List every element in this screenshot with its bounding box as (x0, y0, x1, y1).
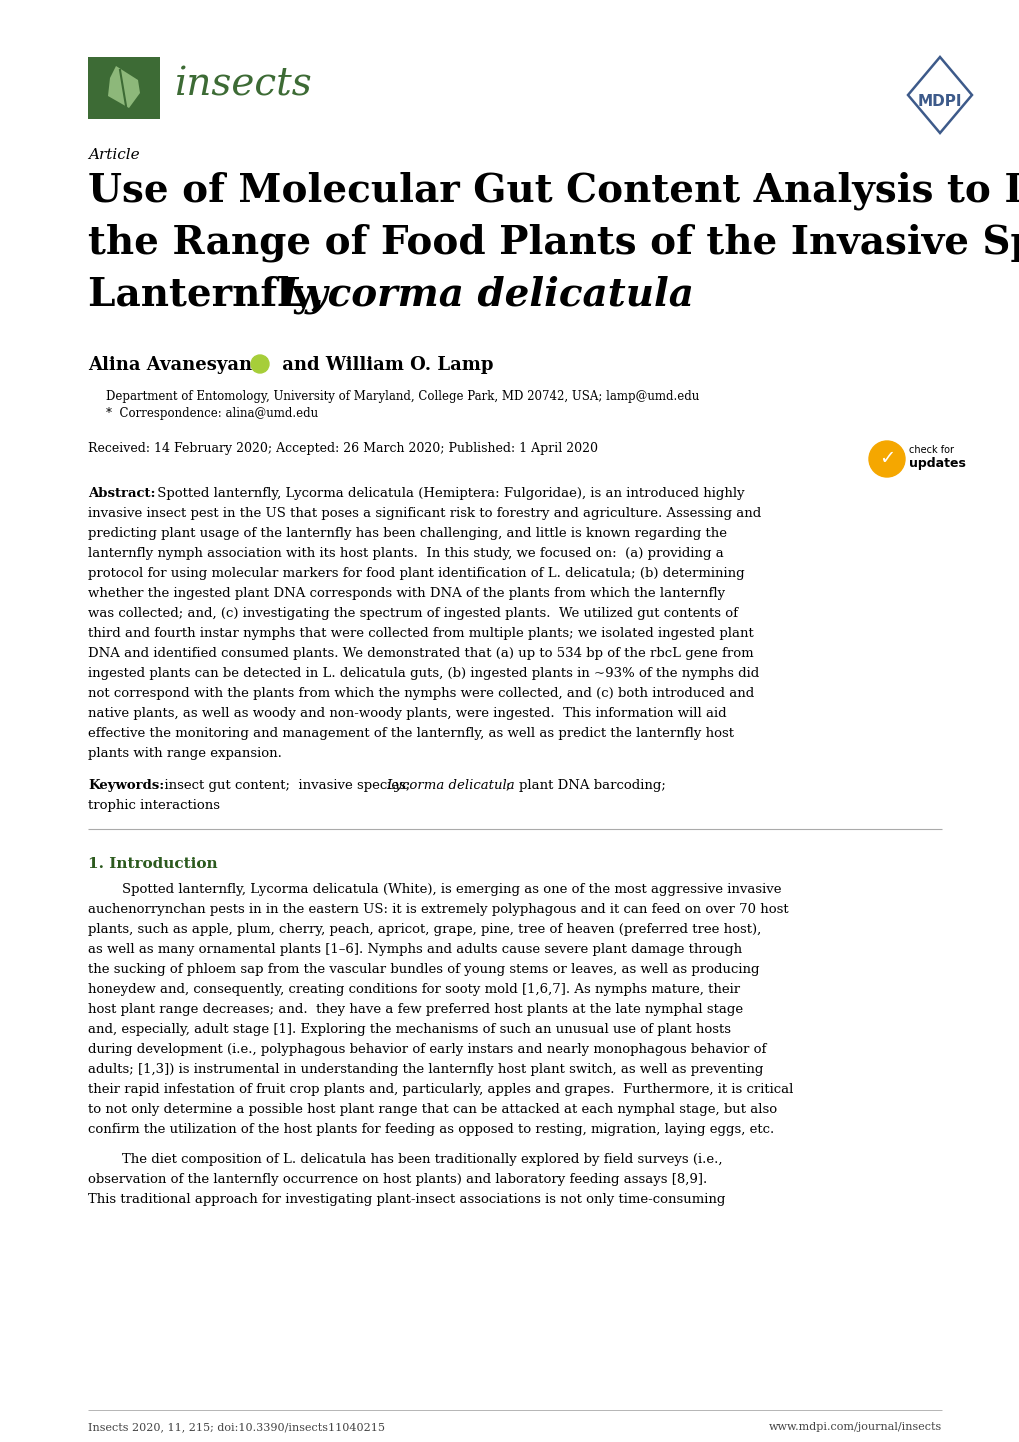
Text: the Range of Food Plants of the Invasive Spotted: the Range of Food Plants of the Invasive… (88, 224, 1019, 262)
Text: Use of Molecular Gut Content Analysis to Decipher: Use of Molecular Gut Content Analysis to… (88, 172, 1019, 211)
Text: the sucking of phloem sap from the vascular bundles of young stems or leaves, as: the sucking of phloem sap from the vascu… (88, 963, 759, 976)
Text: Department of Entomology, University of Maryland, College Park, MD 20742, USA; l: Department of Entomology, University of … (106, 389, 699, 402)
Text: honeydew and, consequently, creating conditions for sooty mold [1,6,7]. As nymph: honeydew and, consequently, creating con… (88, 983, 740, 996)
Text: and William O. Lamp: and William O. Lamp (276, 356, 493, 373)
Text: This traditional approach for investigating plant-insect associations is not onl: This traditional approach for investigat… (88, 1193, 725, 1206)
Text: ingested plants can be detected in L. delicatula guts, (b) ingested plants in ~9: ingested plants can be detected in L. de… (88, 668, 758, 681)
Circle shape (868, 441, 904, 477)
Text: updates: updates (908, 457, 965, 470)
Text: 1. Introduction: 1. Introduction (88, 857, 217, 871)
Text: effective the monitoring and management of the lanternfly, as well as predict th: effective the monitoring and management … (88, 727, 734, 740)
Text: MDPI: MDPI (917, 94, 961, 108)
Text: trophic interactions: trophic interactions (88, 799, 220, 812)
Text: as well as many ornamental plants [1–6]. Nymphs and adults cause severe plant da: as well as many ornamental plants [1–6].… (88, 943, 742, 956)
Text: protocol for using molecular markers for food plant identification of L. delicat: protocol for using molecular markers for… (88, 567, 744, 580)
Text: invasive insect pest in the US that poses a significant risk to forestry and agr: invasive insect pest in the US that pose… (88, 508, 760, 521)
Text: Abstract:: Abstract: (88, 487, 155, 500)
Text: iD: iD (255, 363, 265, 372)
Text: adults; [1,3]) is instrumental in understanding the lanternfly host plant switch: adults; [1,3]) is instrumental in unders… (88, 1063, 762, 1076)
Text: ✓: ✓ (878, 450, 895, 469)
Text: and, especially, adult stage [1]. Exploring the mechanisms of such an unusual us: and, especially, adult stage [1]. Explor… (88, 1022, 731, 1035)
Text: third and fourth instar nymphs that were collected from multiple plants; we isol: third and fourth instar nymphs that were… (88, 627, 753, 640)
Text: Spotted lanternfly, Lycorma delicatula (Hemiptera: Fulgoridae), is an introduced: Spotted lanternfly, Lycorma delicatula (… (153, 487, 744, 500)
Text: to not only determine a possible host plant range that can be attacked at each n: to not only determine a possible host pl… (88, 1103, 776, 1116)
Text: Alina Avanesyan *: Alina Avanesyan * (88, 356, 268, 373)
Text: auchenorrynchan pests in in the eastern US: it is extremely polyphagous and it c: auchenorrynchan pests in in the eastern … (88, 903, 788, 916)
Text: ;  plant DNA barcoding;: ; plant DNA barcoding; (505, 779, 665, 792)
Text: host plant range decreases; and.  they have a few preferred host plants at the l: host plant range decreases; and. they ha… (88, 1004, 743, 1017)
Text: plants with range expansion.: plants with range expansion. (88, 747, 281, 760)
Text: Spotted lanternfly, Lycorma delicatula (White), is emerging as one of the most a: Spotted lanternfly, Lycorma delicatula (… (88, 883, 781, 895)
Text: Lycorma delicatula: Lycorma delicatula (280, 275, 694, 314)
Text: *  Correspondence: alina@umd.edu: * Correspondence: alina@umd.edu (106, 407, 318, 420)
Text: insect gut content;  invasive species;: insect gut content; invasive species; (156, 779, 419, 792)
Text: whether the ingested plant DNA corresponds with DNA of the plants from which the: whether the ingested plant DNA correspon… (88, 587, 725, 600)
Text: insects: insects (174, 66, 312, 104)
Text: confirm the utilization of the host plants for feeding as opposed to resting, mi: confirm the utilization of the host plan… (88, 1123, 773, 1136)
Text: their rapid infestation of fruit crop plants and, particularly, apples and grape: their rapid infestation of fruit crop pl… (88, 1083, 793, 1096)
Text: Lanternfly,: Lanternfly, (88, 275, 337, 314)
Text: www.mdpi.com/journal/insects: www.mdpi.com/journal/insects (768, 1422, 942, 1432)
Text: was collected; and, (c) investigating the spectrum of ingested plants.  We utili: was collected; and, (c) investigating th… (88, 607, 738, 620)
Text: Lycorma delicatula: Lycorma delicatula (385, 779, 515, 792)
Text: Article: Article (88, 149, 140, 162)
Text: Received: 14 February 2020; Accepted: 26 March 2020; Published: 1 April 2020: Received: 14 February 2020; Accepted: 26… (88, 443, 597, 456)
Text: check for: check for (908, 446, 953, 456)
Text: not correspond with the plants from which the nymphs were collected, and (c) bot: not correspond with the plants from whic… (88, 686, 753, 699)
Polygon shape (108, 66, 140, 108)
Text: DNA and identified consumed plants. We demonstrated that (a) up to 534 bp of the: DNA and identified consumed plants. We d… (88, 647, 753, 660)
Text: Insects 2020, 11, 215; doi:10.3390/insects11040215: Insects 2020, 11, 215; doi:10.3390/insec… (88, 1422, 384, 1432)
Text: during development (i.e., polyphagous behavior of early instars and nearly monop: during development (i.e., polyphagous be… (88, 1043, 765, 1056)
Text: plants, such as apple, plum, cherry, peach, apricot, grape, pine, tree of heaven: plants, such as apple, plum, cherry, pea… (88, 923, 760, 936)
Text: native plants, as well as woody and non-woody plants, were ingested.  This infor: native plants, as well as woody and non-… (88, 707, 726, 720)
Bar (88, 58, 160, 120)
Circle shape (251, 355, 269, 373)
Text: observation of the lanternfly occurrence on host plants) and laboratory feeding : observation of the lanternfly occurrence… (88, 1172, 706, 1185)
Text: predicting plant usage of the lanternfly has been challenging, and little is kno: predicting plant usage of the lanternfly… (88, 526, 727, 539)
Text: Keywords:: Keywords: (88, 779, 164, 792)
Text: The diet composition of L. delicatula has been traditionally explored by field s: The diet composition of L. delicatula ha… (88, 1154, 721, 1167)
Text: lanternfly nymph association with its host plants.  In this study, we focused on: lanternfly nymph association with its ho… (88, 547, 723, 559)
